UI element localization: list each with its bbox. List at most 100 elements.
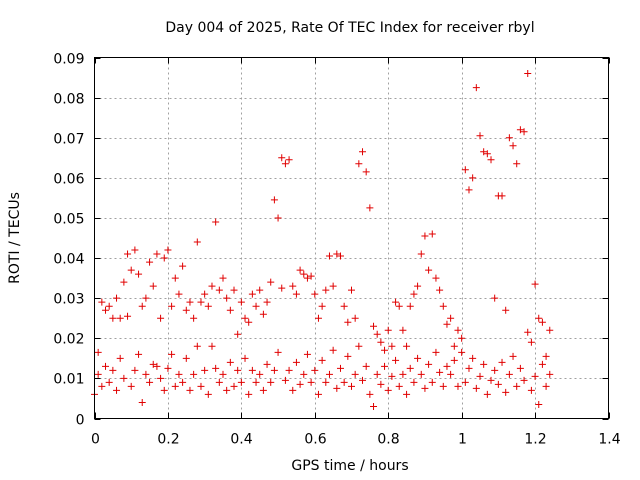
data-point xyxy=(388,342,396,350)
data-point xyxy=(300,370,308,378)
data-point xyxy=(307,378,315,386)
data-point xyxy=(322,378,330,386)
y-tick-label: 0.05 xyxy=(53,212,84,228)
data-point xyxy=(329,282,337,290)
data-point xyxy=(370,322,378,330)
data-point xyxy=(241,314,249,322)
data-point xyxy=(527,338,535,346)
data-point xyxy=(465,186,473,194)
y-axis-label: ROTI / TECUs xyxy=(7,192,23,284)
data-point xyxy=(190,314,198,322)
data-point xyxy=(348,286,355,294)
data-point xyxy=(314,314,322,322)
data-point xyxy=(359,148,367,156)
data-point xyxy=(175,370,183,378)
data-point xyxy=(252,302,260,310)
data-point xyxy=(454,326,462,334)
data-point xyxy=(447,314,455,322)
data-point xyxy=(505,370,513,378)
y-tick-label: 0.09 xyxy=(53,52,84,68)
data-point xyxy=(234,366,242,374)
axis-ticks: 0 0.01 0.02 0.03 0.04 0.05 0.06 0.07 0.08 0.09 0 0.… xyxy=(53,52,620,448)
data-point xyxy=(403,390,411,398)
data-point xyxy=(160,386,168,394)
data-point xyxy=(248,290,256,298)
data-point xyxy=(252,378,260,386)
data-point xyxy=(204,302,212,310)
data-point xyxy=(362,168,370,176)
data-point xyxy=(245,390,253,398)
data-point xyxy=(403,342,411,350)
data-point xyxy=(300,270,308,278)
data-point xyxy=(348,382,355,390)
data-point xyxy=(520,376,528,384)
data-point xyxy=(303,350,311,358)
data-point xyxy=(105,302,113,310)
data-point xyxy=(388,372,396,380)
data-point xyxy=(355,160,363,168)
data-point xyxy=(414,354,422,362)
data-point xyxy=(491,294,499,302)
data-point xyxy=(531,372,539,380)
data-point xyxy=(491,366,499,374)
data-point xyxy=(307,272,315,280)
data-point xyxy=(164,246,172,254)
data-point xyxy=(182,306,190,314)
y-tick-label: 0.01 xyxy=(53,372,84,388)
data-point xyxy=(531,280,539,288)
data-point xyxy=(289,282,297,290)
data-point xyxy=(410,378,418,386)
data-point xyxy=(124,312,132,320)
data-point xyxy=(186,386,194,394)
data-point xyxy=(281,376,289,384)
x-tick-label: 0.4 xyxy=(230,432,252,448)
data-point xyxy=(472,84,480,92)
data-point xyxy=(439,382,447,390)
data-point xyxy=(542,352,550,360)
data-point xyxy=(325,370,333,378)
x-tick-label: 0.6 xyxy=(304,432,326,448)
data-point xyxy=(94,370,102,378)
data-point xyxy=(197,298,205,306)
data-point xyxy=(417,250,425,258)
data-point xyxy=(292,358,300,366)
data-point xyxy=(516,126,524,134)
data-point xyxy=(153,362,161,370)
data-point xyxy=(436,286,444,294)
data-point xyxy=(447,370,455,378)
data-point xyxy=(157,314,165,322)
data-point xyxy=(292,290,300,298)
data-point xyxy=(149,360,157,368)
data-point xyxy=(465,364,473,372)
data-point xyxy=(428,378,436,386)
chart-title: Day 004 of 2025, Rate Of TEC Index for r… xyxy=(165,20,534,36)
data-point xyxy=(513,382,521,390)
data-point xyxy=(509,142,517,150)
data-point xyxy=(425,266,433,274)
data-point xyxy=(487,376,495,384)
data-point xyxy=(527,386,535,394)
data-point xyxy=(458,334,466,342)
data-point xyxy=(472,384,480,392)
y-tick-label: 0.06 xyxy=(53,172,84,188)
data-point xyxy=(109,314,117,322)
data-point xyxy=(498,358,506,366)
data-point xyxy=(168,350,176,358)
data-point xyxy=(450,342,458,350)
data-point xyxy=(373,330,381,338)
data-point xyxy=(186,298,194,306)
y-tick-label: 0.08 xyxy=(53,92,84,108)
data-point xyxy=(237,298,245,306)
data-point xyxy=(351,314,359,322)
data-point xyxy=(373,370,381,378)
data-point xyxy=(248,366,256,374)
data-point xyxy=(395,302,403,310)
data-point xyxy=(450,356,458,364)
y-tick-label: 0.02 xyxy=(53,332,84,348)
data-point xyxy=(259,310,267,318)
data-point xyxy=(120,278,128,286)
data-point xyxy=(524,70,532,78)
data-point xyxy=(193,342,201,350)
x-tick-label: 1.4 xyxy=(598,432,620,448)
